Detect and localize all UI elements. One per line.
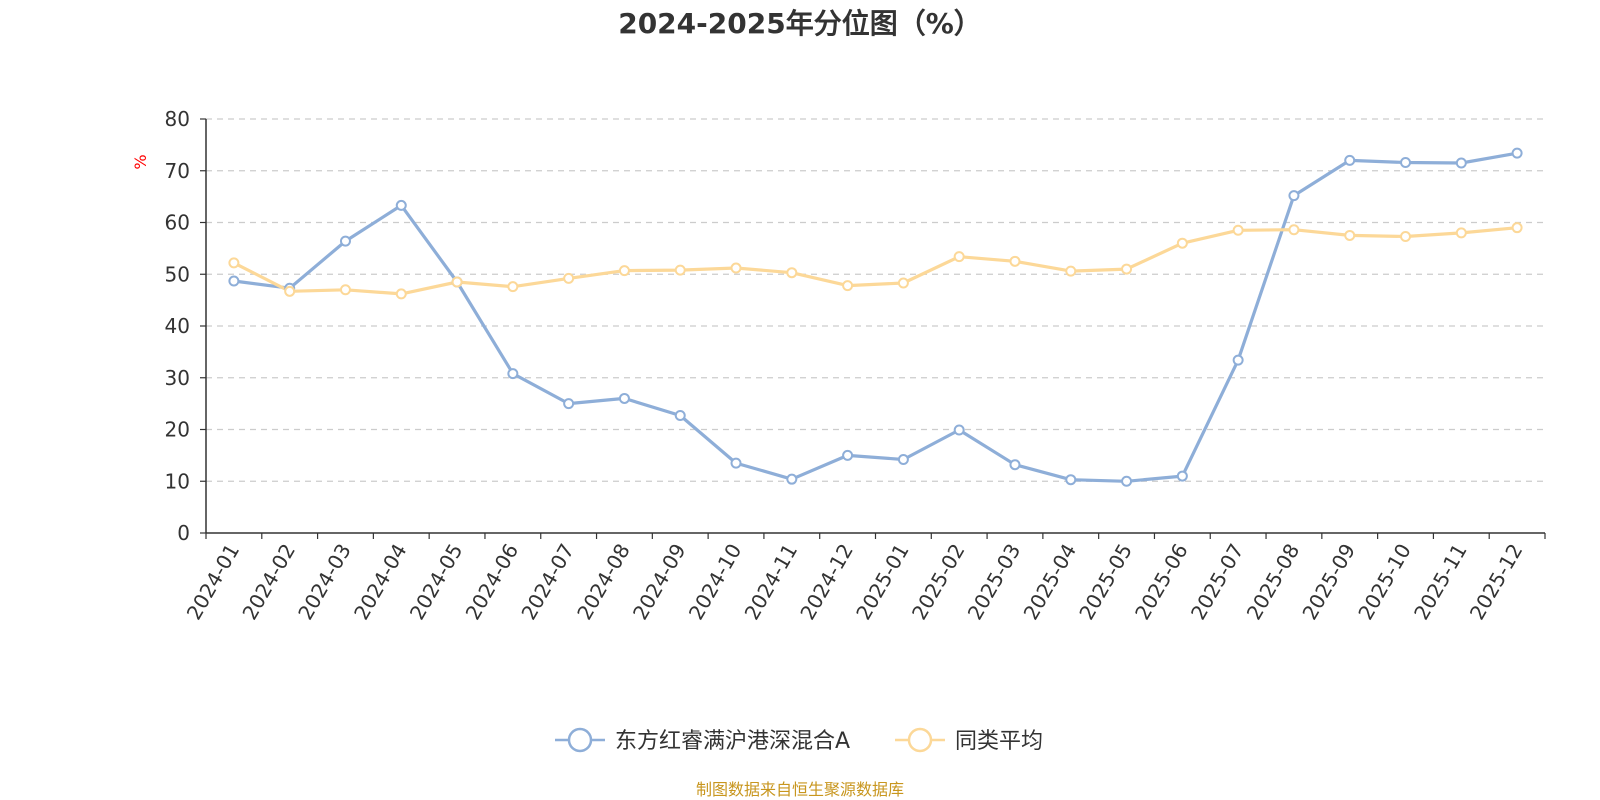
data-point: [1176, 470, 1188, 482]
x-tick-label: 2025-10: [1353, 540, 1416, 624]
x-tick-label: 2024-08: [572, 540, 635, 624]
data-point: [786, 473, 798, 485]
x-tick-label: 2024-12: [795, 540, 858, 624]
x-tick-label: 2025-09: [1297, 540, 1360, 624]
data-point: [1455, 157, 1467, 169]
y-tick-label: 30: [165, 366, 190, 390]
x-tick-label: 2024-01: [182, 540, 245, 624]
y-tick-label: 40: [165, 314, 190, 338]
data-point: [1232, 224, 1244, 236]
legend: 东方红睿满沪港深混合A 同类平均: [555, 727, 1043, 754]
y-tick-label: 50: [165, 262, 190, 286]
y-tick-label: 80: [165, 107, 190, 131]
x-tick-label: 2025-12: [1465, 540, 1528, 624]
axes: 010203040506070802024-012024-022024-0320…: [165, 107, 1546, 624]
data-point: [284, 285, 296, 297]
data-point: [674, 410, 686, 422]
data-point: [1288, 224, 1300, 236]
data-point: [1121, 263, 1133, 275]
x-tick-label: 2025-05: [1074, 540, 1137, 624]
data-point: [618, 392, 630, 404]
data-point: [1400, 156, 1412, 168]
data-point: [1009, 459, 1021, 471]
data-point: [563, 272, 575, 284]
data-point: [1121, 475, 1133, 487]
series-layer: [228, 147, 1523, 487]
x-tick-label: 2024-06: [461, 540, 524, 624]
data-point: [395, 288, 407, 300]
x-tick-label: 2024-09: [628, 540, 691, 624]
x-tick-label: 2024-11: [740, 540, 803, 624]
data-point: [1511, 147, 1523, 159]
x-tick-label: 2025-04: [1019, 540, 1082, 624]
y-tick-label: 60: [165, 211, 190, 235]
data-point: [953, 251, 965, 263]
series-line-0: [233, 151, 1518, 483]
legend-label: 东方红睿满沪港深混合A: [615, 729, 850, 754]
data-point: [1288, 190, 1300, 202]
x-tick-label: 2024-03: [293, 540, 356, 624]
y-tick-label: 20: [165, 418, 190, 442]
footer-source: 制图数据来自恒生聚源数据库: [695, 780, 904, 799]
data-point: [674, 264, 686, 276]
data-point: [1232, 354, 1244, 366]
x-tick-label: 2025-01: [851, 540, 914, 624]
data-point: [339, 235, 351, 247]
data-point: [897, 454, 909, 466]
data-point: [451, 276, 463, 288]
data-point: [842, 449, 854, 461]
data-point: [897, 277, 909, 289]
x-tick-label: 2024-05: [405, 540, 468, 624]
data-point: [842, 280, 854, 292]
y-tick-label: 70: [165, 159, 190, 183]
data-point: [507, 368, 519, 380]
data-point: [1511, 222, 1523, 234]
legend-label: 同类平均: [955, 729, 1043, 754]
data-point: [730, 457, 742, 469]
data-point: [1344, 154, 1356, 166]
chart-title: 2024-2025年分位图（%）: [618, 7, 982, 40]
x-tick-label: 2024-07: [516, 540, 579, 624]
data-point: [1455, 227, 1467, 239]
data-point: [507, 281, 519, 293]
data-point: [618, 265, 630, 277]
data-point: [395, 199, 407, 211]
data-point: [1344, 229, 1356, 241]
data-point: [730, 262, 742, 274]
x-tick-label: 2025-06: [1130, 540, 1193, 624]
x-tick-label: 2025-02: [907, 540, 970, 624]
data-point: [339, 284, 351, 296]
x-tick-label: 2025-07: [1186, 540, 1249, 624]
x-tick-label: 2024-04: [349, 540, 412, 624]
data-point: [953, 424, 965, 436]
x-tick-label: 2025-03: [963, 540, 1026, 624]
data-point: [563, 398, 575, 410]
x-tick-label: 2025-11: [1409, 540, 1472, 624]
data-point: [1065, 474, 1077, 486]
data-point: [228, 275, 240, 287]
data-point: [1400, 230, 1412, 242]
x-tick-label: 2025-08: [1242, 540, 1305, 624]
data-point: [1065, 265, 1077, 277]
data-point: [228, 257, 240, 269]
legend-marker: [907, 727, 933, 753]
data-point: [1009, 255, 1021, 267]
series-line-1: [233, 226, 1518, 296]
y-axis-unit-label: %: [131, 154, 150, 169]
data-point: [786, 267, 798, 279]
x-tick-label: 2024-02: [237, 540, 300, 624]
legend-marker: [567, 727, 593, 753]
grid-lines: [206, 118, 1545, 482]
x-tick-label: 2024-10: [684, 540, 747, 624]
data-point: [1176, 237, 1188, 249]
y-tick-label: 10: [165, 469, 190, 493]
y-tick-label: 0: [177, 521, 190, 545]
